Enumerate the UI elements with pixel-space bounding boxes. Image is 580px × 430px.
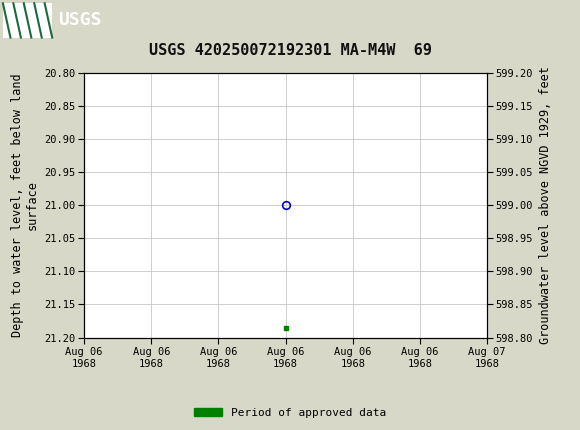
Y-axis label: Groundwater level above NGVD 1929, feet: Groundwater level above NGVD 1929, feet [539,66,552,344]
Text: USGS 420250072192301 MA-M4W  69: USGS 420250072192301 MA-M4W 69 [148,43,432,58]
Y-axis label: Depth to water level, feet below land
surface: Depth to water level, feet below land su… [11,74,39,337]
FancyBboxPatch shape [3,3,52,37]
Legend: Period of approved data: Period of approved data [190,403,390,422]
Text: USGS: USGS [58,12,102,29]
